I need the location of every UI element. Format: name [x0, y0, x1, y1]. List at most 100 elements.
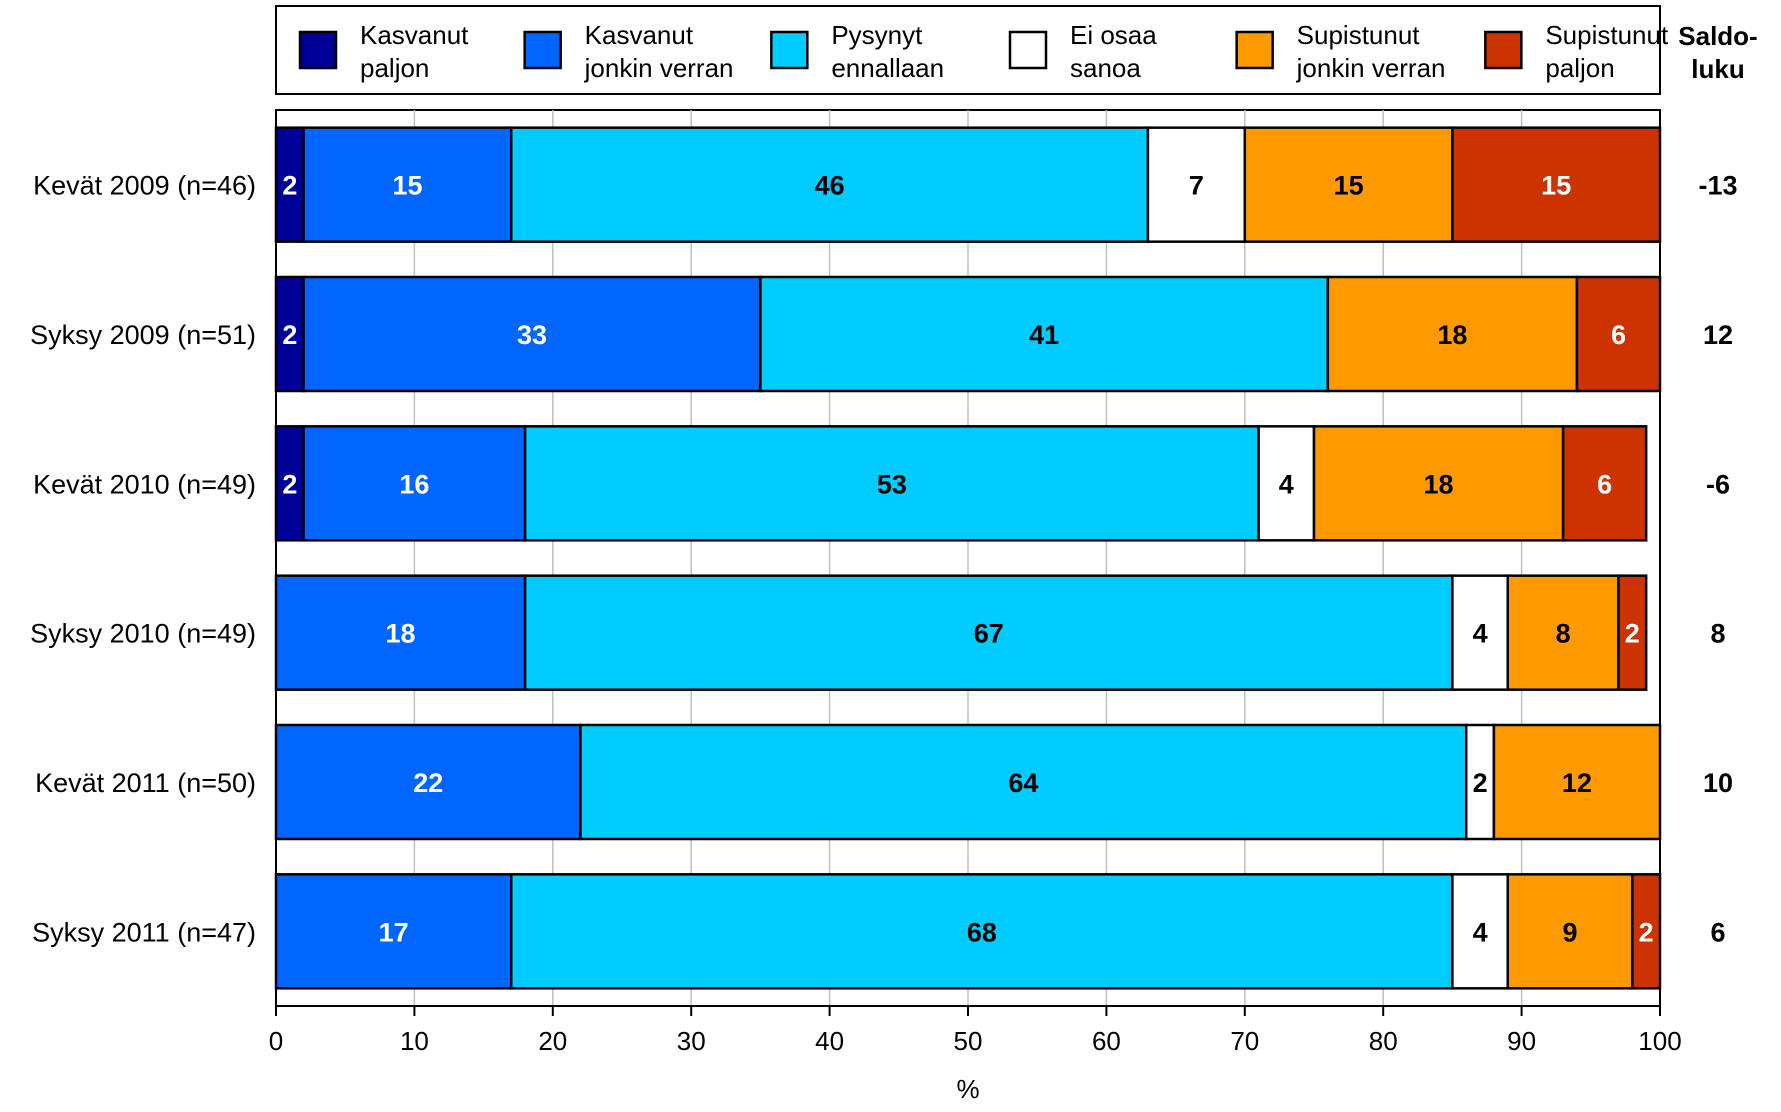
x-tick-label-20: 20 [538, 1026, 567, 1056]
bar-segment-r5-s1 [274, 873, 513, 990]
data-label-r4-s1: 22 [413, 768, 443, 798]
bar-segment-r4-s2 [579, 723, 1468, 841]
legend-frame [275, 5, 1661, 95]
legend-label-4-line-1: jonkin verran [1296, 53, 1446, 83]
legend-label-0-line-1: paljon [360, 53, 429, 83]
data-label-r2-s1: 16 [399, 469, 429, 499]
data-label-r2-s2: 53 [877, 469, 907, 499]
legend-swatch-4 [1235, 30, 1274, 70]
data-label-r0-s4: 15 [1334, 171, 1364, 201]
data-label-r0-s0: 2 [282, 171, 297, 201]
bar-segment-r1-s4 [1326, 275, 1579, 393]
legend-label-3-line-1: sanoa [1070, 53, 1141, 83]
legend-swatch-5 [1484, 30, 1523, 70]
bar-segment-r3-s4 [1506, 574, 1620, 691]
data-label-r2-s3: 4 [1279, 469, 1294, 499]
data-label-r2-s4: 18 [1424, 469, 1454, 499]
data-label-r5-s4: 9 [1563, 917, 1578, 947]
bar-segment-r2-s3 [1257, 425, 1316, 542]
data-label-r4-s2: 64 [1008, 768, 1038, 798]
legend-label-5-line-0: Supistunut [1545, 20, 1669, 50]
data-label-r3-s2: 67 [974, 619, 1004, 649]
data-label-r1-s4: 18 [1437, 320, 1467, 350]
bar-segment-r2-s2 [523, 425, 1260, 542]
bar-segment-r0-s4 [1243, 126, 1454, 243]
legend-label-1-line-1: jonkin verran [584, 53, 734, 83]
saldo-value-1: 12 [1703, 320, 1733, 350]
legend-label-1-line-0: Kasvanut [585, 20, 694, 50]
bar-segment-r5-s3 [1451, 873, 1510, 990]
legend-swatch-0 [298, 30, 338, 70]
data-label-r1-s5: 6 [1611, 320, 1626, 350]
data-label-r2-s0: 2 [282, 469, 297, 499]
data-label-r5-s3: 4 [1473, 917, 1488, 947]
bar-segment-r1-s5 [1575, 275, 1662, 393]
data-label-r1-s0: 2 [282, 320, 297, 350]
saldo-header-line-0: Saldo- [1678, 21, 1757, 51]
bar-segment-r3-s1 [274, 574, 527, 691]
data-label-r5-s2: 68 [967, 917, 997, 947]
x-tick-label-50: 50 [954, 1026, 983, 1056]
bar-segment-r4-s1 [274, 723, 582, 841]
x-tick-label-40: 40 [815, 1026, 844, 1056]
data-label-r0-s5: 15 [1541, 171, 1571, 201]
data-label-r5-s1: 17 [379, 917, 409, 947]
gridlines [413, 110, 1523, 1006]
bar-segment-r2-s4 [1312, 425, 1565, 542]
x-axis-title: % [956, 1074, 979, 1104]
bar-segment-r1-s2 [759, 275, 1330, 393]
category-label-0: Kevät 2009 (n=46) [33, 171, 256, 201]
saldo-value-0: -13 [1698, 171, 1737, 201]
bar-segment-r3-s5 [1617, 574, 1648, 691]
saldo-header-line-1: luku [1691, 54, 1744, 84]
bar-segment-r0-s2 [510, 126, 1150, 243]
x-tick-label-30: 30 [677, 1026, 706, 1056]
x-tick-label-70: 70 [1230, 1026, 1259, 1056]
saldo-value-2: -6 [1706, 469, 1730, 499]
bar-segment-r0-s3 [1146, 126, 1247, 243]
x-tick-label-60: 60 [1092, 1026, 1121, 1056]
data-label-r2-s5: 6 [1597, 469, 1612, 499]
data-label-r4-s4: 12 [1562, 768, 1592, 798]
bar-segment-r4-s3 [1464, 723, 1496, 841]
legend-swatch-1 [523, 30, 562, 70]
legend-label-5-line-1: paljon [1545, 53, 1614, 83]
bar-segment-r3-s2 [523, 574, 1454, 691]
x-tick-label-0: 0 [269, 1026, 283, 1056]
category-label-3: Syksy 2010 (n=49) [30, 619, 256, 649]
data-label-r3-s3: 4 [1473, 619, 1488, 649]
bar-segment-r0-s0 [274, 126, 305, 243]
data-label-r3-s4: 8 [1556, 619, 1571, 649]
bar-segment-r2-s5 [1561, 425, 1648, 542]
x-tick-label-10: 10 [400, 1026, 429, 1056]
category-label-2: Kevät 2010 (n=49) [33, 469, 256, 499]
bar-segment-r5-s5 [1631, 873, 1662, 990]
x-tick-label-100: 100 [1638, 1026, 1681, 1056]
saldo-value-4: 10 [1703, 768, 1733, 798]
data-label-r0-s2: 46 [815, 171, 845, 201]
legend-label-4-line-0: Supistunut [1297, 20, 1421, 50]
legend-label-2-line-1: ennallaan [831, 53, 944, 83]
legend-swatch-3 [1008, 30, 1048, 70]
x-axis: 0 10 20 30 40 50 60 70 80 90 100% [269, 1005, 1682, 1104]
category-labels: Kevät 2009 (n=46) Syksy 2009 (n=51) Kevät … [30, 171, 256, 948]
legend-label-3-line-0: Ei osaa [1070, 20, 1157, 50]
x-tick-label-80: 80 [1369, 1026, 1398, 1056]
bar-segment-r5-s2 [510, 873, 1454, 990]
data-label-r1-s2: 41 [1029, 320, 1059, 350]
category-label-5: Syksy 2011 (n=47) [32, 917, 256, 947]
category-label-1: Syksy 2009 (n=51) [30, 320, 256, 350]
legend-label-0-line-0: Kasvanut [360, 20, 469, 50]
data-label-r0-s1: 15 [392, 171, 422, 201]
bar-segment-r3-s3 [1451, 574, 1510, 691]
saldo-value-5: 6 [1710, 917, 1725, 947]
bar-segment-r2-s1 [302, 425, 527, 542]
x-tick-label-90: 90 [1507, 1026, 1536, 1056]
legend-swatch-2 [770, 30, 809, 70]
data-label-r0-s3: 7 [1189, 171, 1204, 201]
data-label-r3-s1: 18 [386, 619, 416, 649]
data-label-r5-s5: 2 [1639, 917, 1654, 947]
data-label-r4-s3: 2 [1473, 768, 1488, 798]
